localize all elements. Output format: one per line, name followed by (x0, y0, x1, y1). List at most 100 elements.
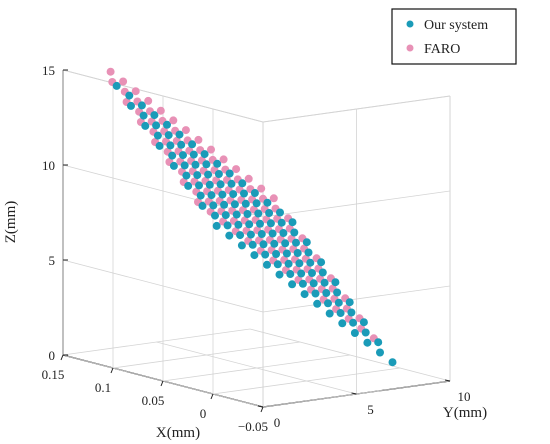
point-faro (119, 77, 128, 86)
tick-labels: 0 5 10 15 0.15 0.1 0.05 0 −0.05 0 5 10 (42, 63, 471, 434)
point-our-system (241, 199, 250, 208)
y-tick (257, 405, 264, 408)
point-our-system (209, 201, 218, 210)
point-our-system (153, 131, 162, 140)
point-our-system (193, 171, 202, 180)
point-our-system (152, 121, 161, 130)
point-faro (106, 67, 115, 76)
point-our-system (227, 179, 236, 188)
z-tick-label: 5 (49, 253, 56, 268)
point-our-system (243, 210, 252, 218)
point-our-system (182, 171, 191, 180)
point-our-system (302, 238, 311, 247)
point-our-system (282, 249, 291, 258)
point-our-system (293, 249, 302, 257)
point-our-system (263, 260, 271, 269)
point-faro (244, 174, 253, 183)
x-axis-label: X(mm) (156, 425, 200, 441)
point-our-system (155, 141, 164, 150)
point-our-system (211, 211, 219, 220)
y-axis-label: Y(mm) (443, 405, 487, 421)
x-tick-label: 0.05 (142, 393, 165, 408)
legend-label-faro: FARO (424, 42, 460, 57)
point-our-system (220, 200, 229, 209)
point-our-system (195, 181, 203, 190)
point-our-system (286, 270, 295, 278)
point-our-system (338, 319, 347, 328)
point-our-system (333, 288, 342, 297)
point-our-system (295, 259, 304, 268)
point-our-system (263, 198, 272, 207)
point-our-system (317, 258, 326, 267)
point-our-system (236, 231, 245, 240)
point-our-system (229, 190, 238, 199)
point-our-system (240, 189, 248, 198)
point-our-system (297, 269, 306, 278)
y-tick-label: 0 (274, 415, 281, 430)
point-our-system (311, 289, 320, 298)
point-our-system (168, 151, 177, 160)
point-our-system (292, 238, 300, 247)
point-our-system (350, 329, 359, 337)
point-our-system (191, 160, 200, 169)
point-faro (207, 145, 215, 154)
point-faro (219, 155, 228, 164)
point-faro (156, 106, 165, 115)
point-our-system (204, 170, 213, 179)
point-our-system (150, 111, 159, 120)
x-tick-label: 0.1 (95, 380, 111, 395)
point-our-system (349, 318, 358, 327)
data-points (106, 67, 397, 367)
point-our-system (266, 219, 275, 228)
point-our-system (256, 219, 264, 228)
point-our-system (214, 170, 223, 178)
point-our-system (334, 298, 343, 307)
point-our-system (250, 251, 259, 260)
point-our-system (288, 280, 297, 289)
point-our-system (273, 260, 282, 269)
point-our-system (218, 190, 227, 199)
point-faro (144, 96, 153, 105)
point-our-system (234, 220, 243, 229)
point-our-system (268, 229, 277, 238)
point-our-system (238, 179, 247, 188)
y-tick (351, 392, 357, 395)
point-our-system (225, 231, 234, 240)
legend-box (391, 8, 517, 65)
point-our-system (213, 159, 222, 168)
point-our-system (259, 240, 268, 249)
point-faro (131, 87, 140, 96)
point-our-system (125, 91, 134, 100)
y-tick-label: 5 (367, 402, 374, 417)
point-our-system (306, 258, 315, 267)
point-our-system (298, 279, 307, 288)
point-our-system (336, 309, 345, 317)
point-our-system (359, 318, 368, 327)
point-our-system (141, 121, 150, 130)
x-tick-label: 0 (200, 406, 207, 421)
point-our-system (177, 140, 186, 149)
x-tick (260, 406, 264, 413)
y-tick (444, 379, 451, 382)
point-our-system (374, 338, 383, 347)
point-our-system (313, 299, 322, 308)
point-our-system (188, 140, 197, 149)
point-our-system (281, 239, 290, 248)
point-our-system (184, 181, 193, 190)
point-our-system (216, 180, 225, 189)
point-our-system (169, 161, 178, 170)
point-our-system (127, 101, 135, 110)
point-our-system (175, 130, 184, 139)
point-our-system (139, 111, 148, 120)
point-our-system (320, 278, 329, 287)
point-our-system (207, 191, 216, 200)
legend-marker-faro (406, 44, 414, 52)
point-our-system (261, 250, 270, 259)
point-our-system (361, 328, 370, 337)
point-our-system (246, 230, 255, 239)
point-our-system (180, 161, 189, 170)
point-our-system (309, 279, 318, 288)
z-tick-label: 0 (49, 348, 56, 363)
x-tick (160, 380, 164, 387)
point-our-system (288, 218, 297, 227)
